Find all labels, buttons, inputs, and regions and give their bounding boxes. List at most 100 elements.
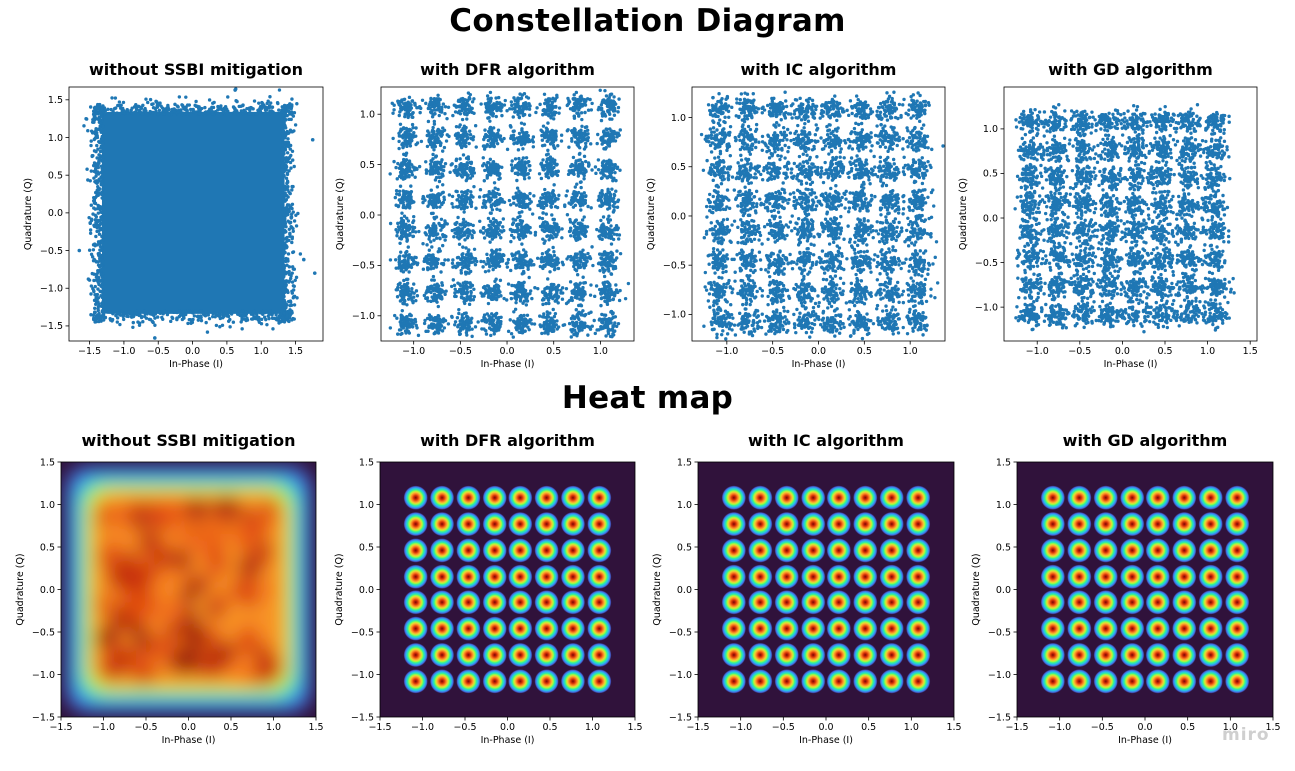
- scatter-point: [520, 256, 524, 260]
- scatter-point: [92, 161, 97, 165]
- scatter-point: [82, 124, 86, 128]
- y-tick-label: 1.5: [48, 95, 63, 106]
- scatter-point: [550, 318, 555, 322]
- scatter-point: [461, 217, 466, 222]
- scatter-point: [491, 126, 496, 130]
- scatter-point: [290, 184, 294, 189]
- scatter-point: [219, 112, 223, 116]
- scatter-point: [101, 124, 105, 129]
- scatter-point: [447, 193, 452, 197]
- scatter-point: [264, 107, 268, 112]
- scatter-point: [184, 95, 188, 99]
- scatter-point: [426, 299, 430, 303]
- scatter-point: [248, 108, 252, 113]
- scatter-point: [281, 143, 285, 147]
- scatter-point: [556, 144, 560, 148]
- scatter-point: [513, 98, 517, 103]
- scatter-point: [560, 260, 565, 265]
- scatter-point: [525, 160, 529, 165]
- scatter-point: [132, 314, 136, 318]
- scatter-point: [96, 147, 100, 151]
- scatter-point: [228, 325, 232, 329]
- scatter-point: [427, 324, 431, 328]
- scatter-point: [252, 99, 257, 103]
- scatter-point: [543, 220, 547, 224]
- scatter-point: [479, 291, 483, 295]
- scatter-point: [518, 253, 522, 257]
- scatter-point: [283, 104, 287, 108]
- scatter-point: [579, 323, 583, 327]
- scatter-point: [100, 169, 104, 174]
- y-tick-label: 1.0: [48, 133, 63, 144]
- scatter-point: [407, 254, 411, 259]
- scatter-point: [467, 196, 471, 201]
- scatter-point: [399, 201, 403, 205]
- scatter-point: [574, 282, 579, 287]
- scatter-point: [543, 135, 547, 140]
- scatter-point: [545, 319, 549, 324]
- scatter-point: [491, 161, 495, 166]
- scatter-point: [408, 139, 412, 144]
- scatter-point: [99, 210, 103, 214]
- scatter-point: [445, 222, 449, 226]
- scatter-point: [488, 240, 492, 244]
- scatter-point: [516, 198, 520, 203]
- scatter-point: [543, 331, 547, 335]
- scatter-point: [424, 101, 428, 106]
- scatter-point: [556, 301, 560, 305]
- scatter-point: [181, 310, 185, 314]
- scatter-point: [526, 226, 530, 230]
- scatter-point: [218, 316, 223, 321]
- scatter-point: [522, 294, 526, 298]
- scatter-point: [99, 221, 103, 225]
- scatter-point: [481, 201, 486, 206]
- scatter-point: [537, 172, 542, 176]
- scatter-point: [525, 130, 529, 135]
- scatter-point: [551, 217, 555, 222]
- scatter-point: [393, 313, 397, 318]
- scatter-point: [439, 168, 444, 172]
- scatter-point: [405, 171, 409, 175]
- scatter-point: [465, 117, 469, 121]
- scatter-point: [110, 96, 114, 100]
- scatter-point: [567, 321, 572, 326]
- scatter-point: [86, 277, 91, 281]
- scatter-point: [252, 315, 256, 319]
- scatter-point: [403, 258, 407, 262]
- scatter-point: [399, 332, 403, 336]
- scatter-point: [554, 129, 558, 133]
- scatter-point: [289, 274, 293, 278]
- scatter-point: [100, 295, 105, 300]
- scatter-point: [432, 259, 437, 263]
- scatter-point: [497, 173, 501, 178]
- scatter-point: [287, 227, 291, 232]
- scatter-point: [282, 107, 286, 112]
- scatter-point: [550, 282, 554, 287]
- scatter-point: [542, 168, 546, 172]
- scatter-point: [470, 327, 474, 331]
- scatter-point: [89, 139, 93, 143]
- scatter-point: [543, 101, 547, 106]
- scatter-point: [288, 234, 292, 238]
- scatter-point: [397, 139, 401, 144]
- scatter-point: [92, 206, 96, 210]
- scatter-point: [280, 238, 285, 242]
- scatter-point: [432, 238, 436, 242]
- scatter-point: [499, 322, 503, 326]
- scatter-point: [472, 295, 477, 299]
- scatter-point: [541, 257, 545, 261]
- scatter-point: [540, 200, 545, 204]
- scatter-point: [543, 132, 548, 137]
- scatter-point: [468, 133, 473, 137]
- scatter-point: [438, 319, 443, 324]
- scatter-point: [501, 225, 505, 229]
- scatter-point: [287, 265, 292, 269]
- scatter-point: [516, 172, 520, 177]
- scatter-point: [467, 271, 471, 275]
- scatter-point: [292, 110, 297, 115]
- scatter-point: [288, 191, 292, 196]
- scatter-point: [417, 164, 422, 169]
- scatter-point: [85, 167, 89, 171]
- scatter-point: [285, 151, 290, 155]
- scatter-point: [284, 165, 289, 169]
